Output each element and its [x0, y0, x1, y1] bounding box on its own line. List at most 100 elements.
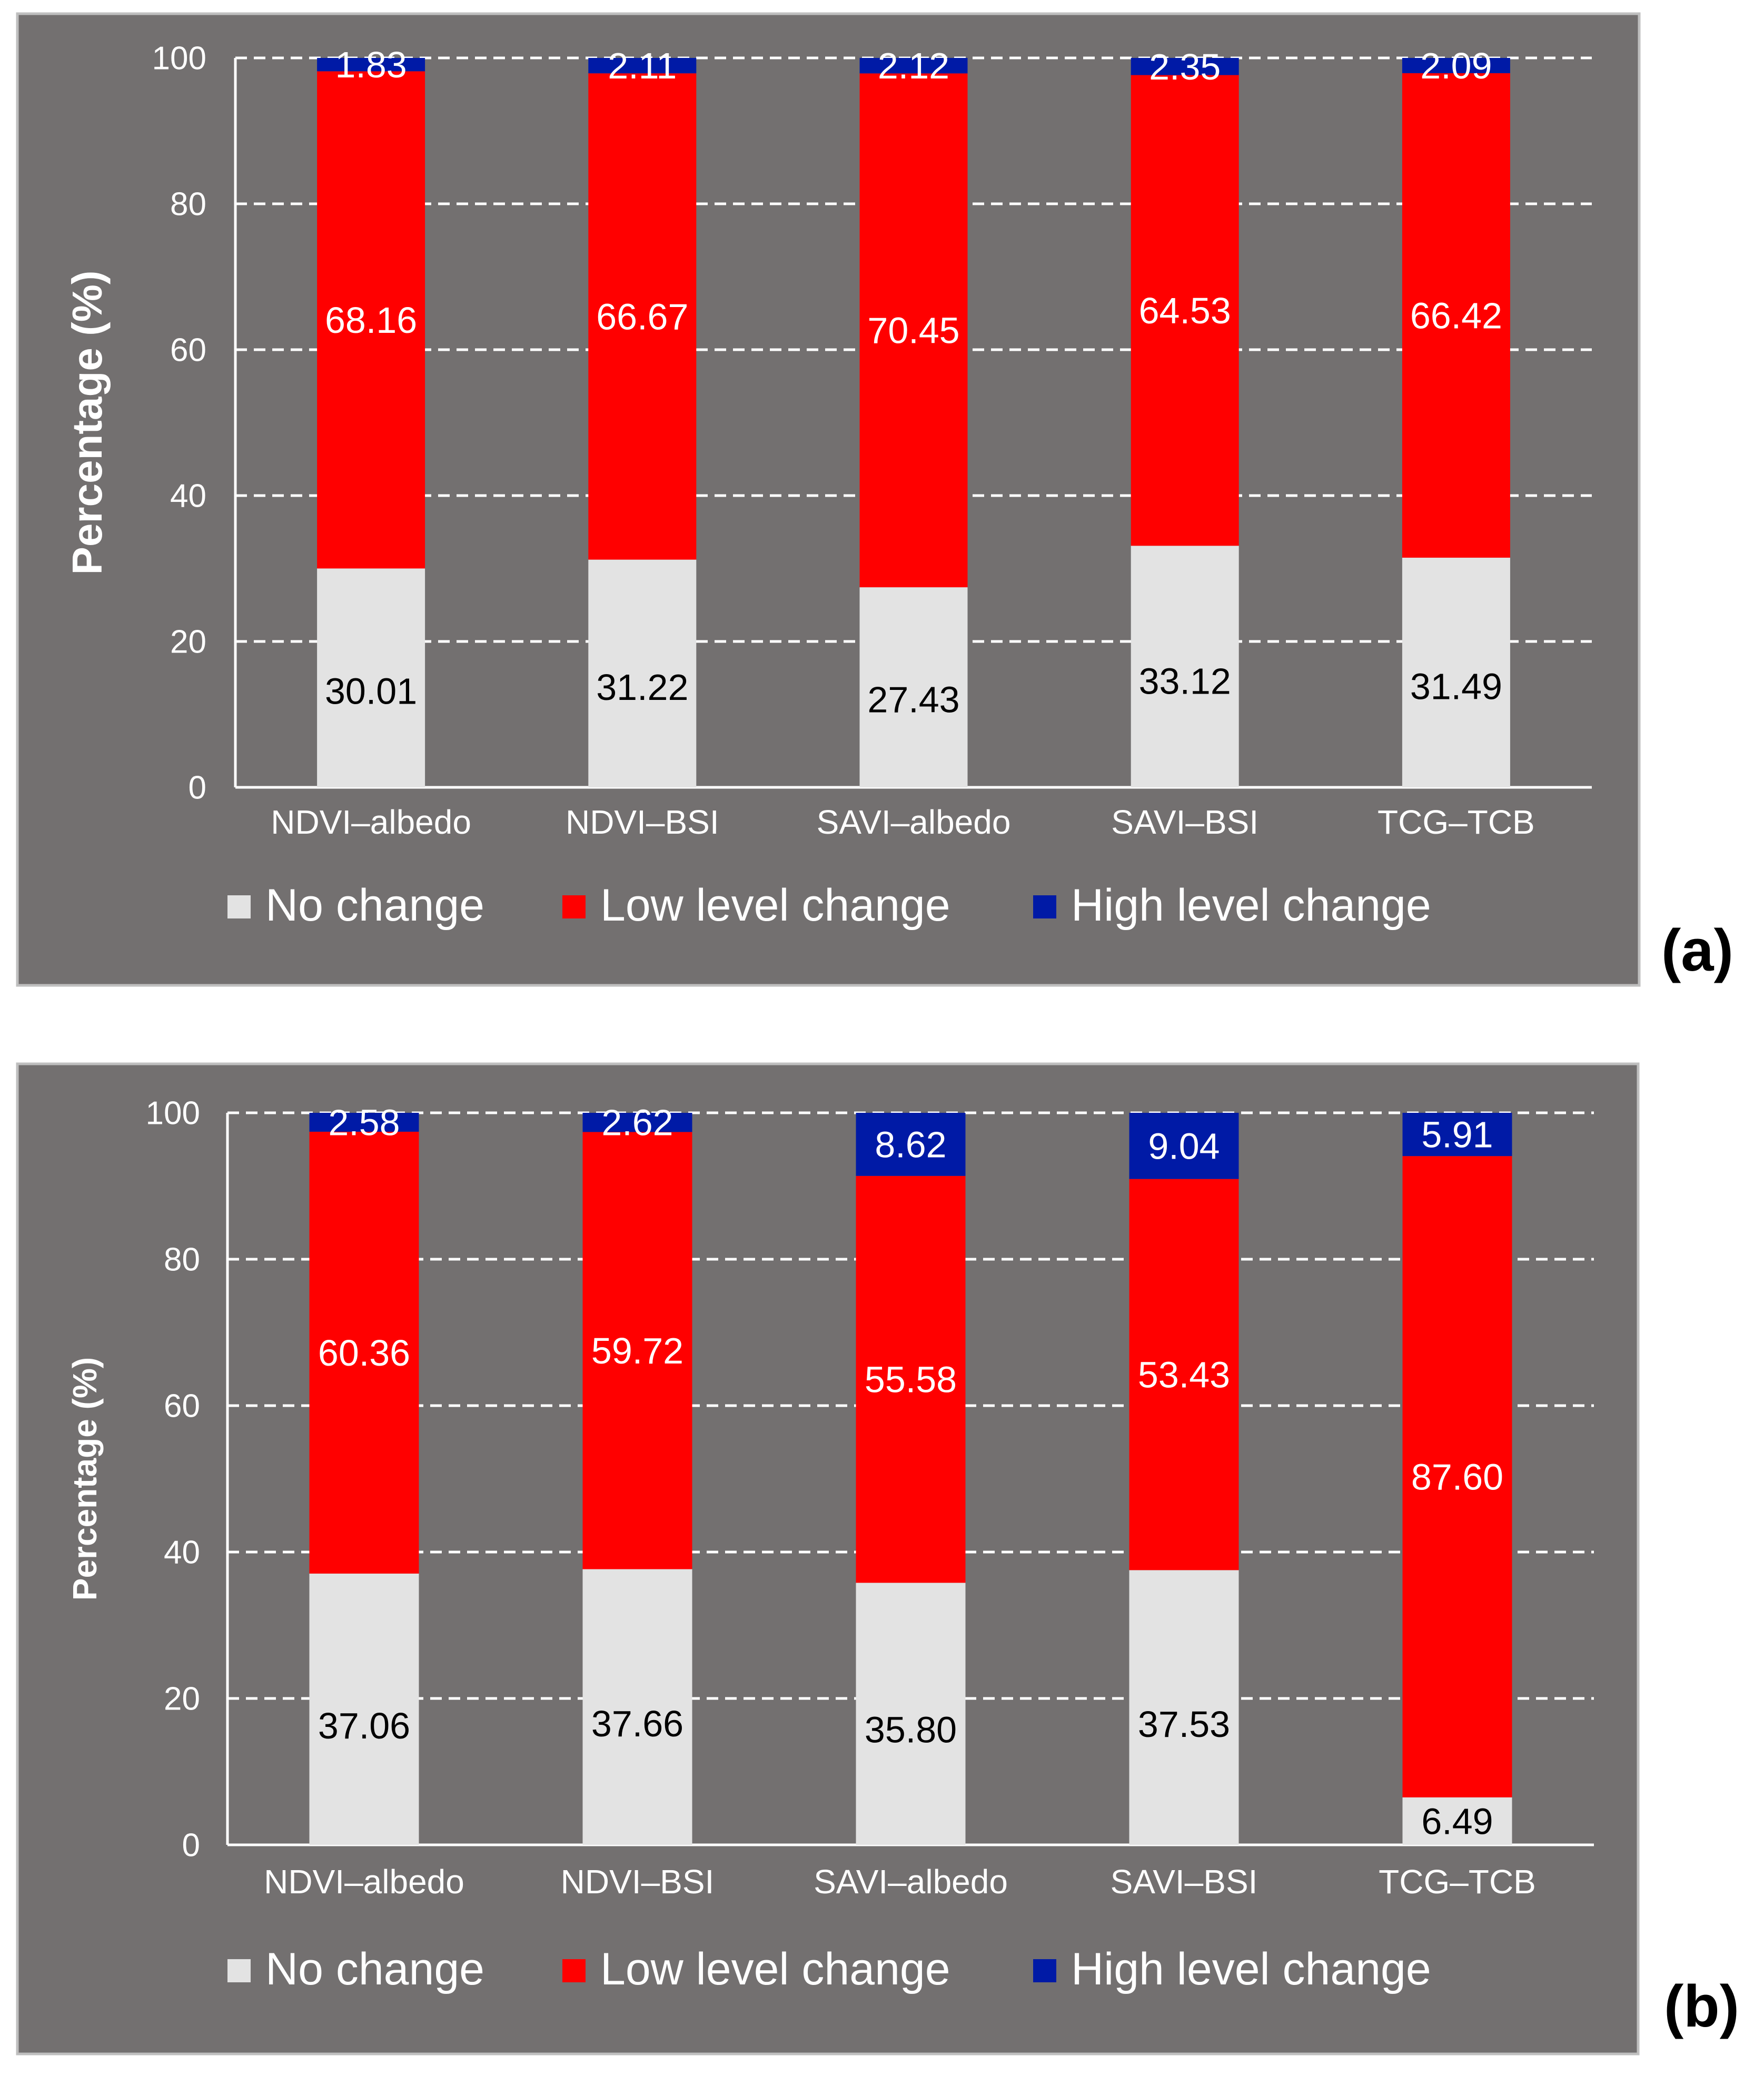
- legend-swatch: [227, 895, 251, 918]
- x-tick-label: NDVI–BSI: [566, 803, 719, 841]
- bar-low-change: [1402, 1156, 1512, 1797]
- bar-no-change: [1129, 1570, 1239, 1845]
- y-tick-label: 100: [152, 41, 206, 77]
- bar-no-change: [1402, 557, 1510, 787]
- legend-label: High level change: [1071, 1944, 1431, 1994]
- x-tick-label: NDVI–BSI: [561, 1863, 715, 1901]
- data-label: 37.53: [1138, 1704, 1230, 1745]
- data-label: 31.22: [596, 667, 688, 708]
- x-tick-label: SAVI–BSI: [1111, 1863, 1258, 1901]
- stacked-bar-chart-a: 0 20 40 60 80 100 Percentage (%) 30.01 68.16 1.83…: [16, 12, 1641, 987]
- data-label: 2.35: [1149, 46, 1221, 87]
- data-label: 70.45: [867, 310, 959, 351]
- y-tick-label: 60: [164, 1388, 200, 1425]
- legend-label: No change: [265, 1944, 484, 1994]
- y-tick-label: 40: [170, 478, 206, 515]
- x-tick-label: TCG–TCB: [1379, 1863, 1536, 1901]
- bar-low-change: [582, 1132, 692, 1569]
- panel-background: [16, 1062, 1640, 2056]
- bar-low-change: [1402, 73, 1510, 558]
- panel-label-a: (a): [1661, 917, 1733, 983]
- bar-low-change: [1129, 1179, 1239, 1570]
- y-axis-title: Percentage (%): [66, 1357, 104, 1600]
- data-label: 87.60: [1411, 1456, 1503, 1497]
- data-label: 60.36: [318, 1332, 410, 1374]
- bar-low-change: [588, 73, 697, 560]
- x-tick-label: SAVI–BSI: [1111, 803, 1258, 841]
- bar-high-change: [1402, 1113, 1512, 1157]
- bar-high-change: [1402, 58, 1510, 73]
- data-label: 37.06: [318, 1705, 410, 1746]
- legend-swatch: [1033, 895, 1056, 918]
- legend-label: High level change: [1071, 880, 1431, 931]
- bar-low-change: [317, 71, 425, 569]
- data-label: 66.42: [1410, 295, 1502, 336]
- data-label: 35.80: [865, 1710, 957, 1751]
- data-label: 2.09: [1420, 45, 1492, 86]
- data-label: 5.91: [1421, 1114, 1493, 1155]
- legend-swatch: [562, 1959, 586, 1982]
- data-label: 6.49: [1421, 1801, 1493, 1842]
- bar-no-change: [1402, 1797, 1512, 1845]
- bar-no-change: [859, 587, 968, 787]
- bar-low-change: [309, 1131, 419, 1574]
- bar-high-change: [582, 1113, 692, 1132]
- legend-label: Low level change: [600, 1944, 950, 1994]
- bar-high-change: [317, 58, 425, 72]
- legend-label: No change: [265, 880, 484, 931]
- data-label: 2.11: [608, 45, 677, 86]
- x-tick-label: TCG–TCB: [1377, 803, 1535, 841]
- data-label: 66.67: [596, 296, 688, 337]
- bar-low-change: [859, 73, 968, 588]
- bar-no-change: [309, 1573, 419, 1845]
- bar-high-change: [859, 58, 968, 74]
- bar-no-change: [317, 568, 425, 787]
- y-tick-label: 80: [170, 186, 206, 223]
- y-tick-label: 40: [164, 1535, 200, 1571]
- x-tick-label: NDVI–albedo: [264, 1863, 464, 1901]
- data-label: 1.83: [335, 44, 407, 85]
- y-tick-label: 0: [189, 770, 206, 806]
- data-label: 64.53: [1139, 290, 1231, 331]
- bar-high-change: [1129, 1113, 1239, 1179]
- data-label: 9.04: [1148, 1125, 1220, 1167]
- data-label: 2.12: [878, 45, 949, 86]
- y-tick-label: 20: [170, 624, 206, 660]
- panel-label-b: (b): [1664, 1973, 1740, 2039]
- legend-swatch: [1033, 1959, 1056, 1982]
- data-label: 59.72: [591, 1330, 683, 1371]
- bar-high-change: [309, 1113, 419, 1132]
- bar-no-change: [588, 559, 697, 787]
- stacked-bar-chart-b: 0 20 40 60 80 100 Percentage (%) 37.06 60.36 2.58…: [16, 1062, 1640, 2056]
- data-label: 55.58: [865, 1359, 957, 1400]
- y-tick-label: 0: [182, 1827, 200, 1864]
- data-label: 68.16: [325, 300, 417, 341]
- data-label: 37.66: [591, 1703, 683, 1744]
- data-label: 33.12: [1139, 661, 1231, 702]
- data-label: 2.62: [601, 1102, 673, 1143]
- y-axis-title: Percentage (%): [64, 271, 111, 575]
- y-tick-label: 60: [170, 332, 206, 369]
- bar-no-change: [1131, 546, 1239, 787]
- y-tick-label: 20: [164, 1681, 200, 1717]
- data-label: 53.43: [1138, 1354, 1230, 1395]
- y-tick-label: 100: [146, 1095, 200, 1132]
- chart-panel-b: 0 20 40 60 80 100 Percentage (%) 37.06 60.36 2.58…: [0, 1032, 1764, 2075]
- bar-no-change: [856, 1583, 966, 1845]
- data-label: 27.43: [867, 679, 959, 720]
- legend-label: Low level change: [600, 880, 950, 931]
- y-tick-label: 80: [164, 1242, 200, 1278]
- panel-background: [16, 12, 1641, 987]
- chart-panel-a: 0 20 40 60 80 100 Percentage (%) 30.01 68.16 1.83…: [0, 0, 1764, 1035]
- x-tick-label: SAVI–albedo: [814, 1863, 1008, 1901]
- data-label: 30.01: [325, 671, 417, 712]
- bar-high-change: [1131, 58, 1239, 75]
- data-label: 2.58: [328, 1102, 400, 1143]
- bar-high-change: [588, 58, 697, 74]
- bar-low-change: [1131, 75, 1239, 546]
- legend-swatch: [562, 895, 586, 918]
- x-tick-label: NDVI–albedo: [271, 803, 471, 841]
- legend-swatch: [227, 1959, 251, 1982]
- bar-no-change: [582, 1569, 692, 1845]
- x-tick-label: SAVI–albedo: [817, 803, 1011, 841]
